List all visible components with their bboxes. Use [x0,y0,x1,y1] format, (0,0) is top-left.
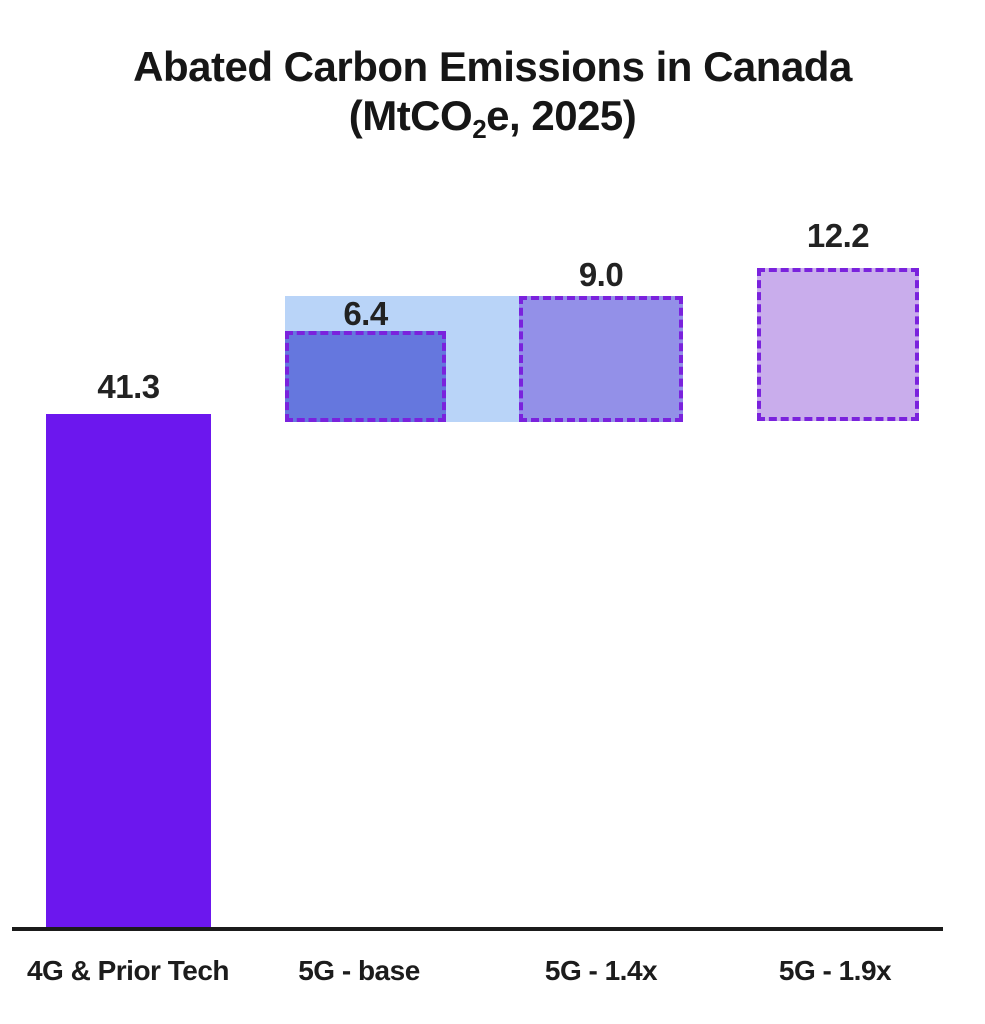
bar-4g-prior-tech [46,414,211,929]
chart-title-line1: Abated Carbon Emissions in Canada [133,43,852,90]
value-label-5g-1-4x: 9.0 [578,256,624,293]
chart-title-line2: (MtCO2e, 2025) [348,92,637,144]
x-axis-label-5g-base: 5G - base [298,955,420,986]
chart-title: Abated Carbon Emissions in Canada (MtCO2… [0,42,985,145]
x-axis-label-5g-1-4x: 5G - 1.4x [544,955,658,986]
chart-title-line2-suffix: e, 2025) [486,92,637,140]
value-label-4g: 41.3 [97,368,160,405]
chart-title-subscript: 2 [472,114,487,145]
chart-title-line2-prefix: (MtCO [348,92,473,140]
x-axis-label-4g: 4G & Prior Tech [26,955,230,986]
x-axis-line [12,927,943,931]
dashed-box-5g-base [285,331,446,422]
dashed-box-5g-1-4x [519,296,683,422]
x-axis-label-5g-1-9x: 5G - 1.9x [778,955,892,986]
dashed-box-5g-1-9x [757,268,919,421]
value-label-5g-1-9x: 12.2 [806,217,870,254]
value-label-5g-base: 6.4 [343,295,388,332]
